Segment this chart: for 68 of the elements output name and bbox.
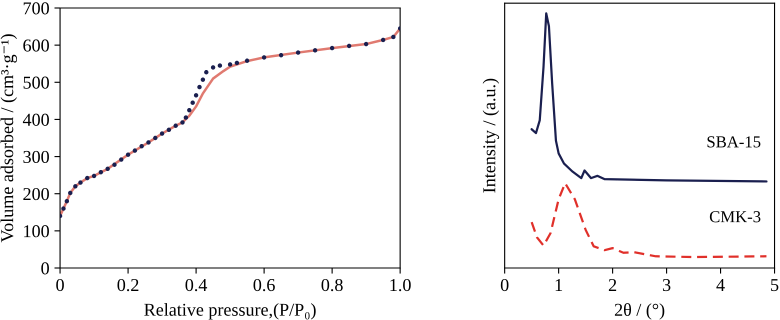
x-tick-label: 1.0 bbox=[390, 278, 411, 292]
point bbox=[173, 124, 178, 128]
point bbox=[234, 60, 240, 66]
point bbox=[68, 190, 72, 196]
point bbox=[184, 115, 188, 120]
text: SBA-15 bbox=[708, 136, 760, 148]
point bbox=[153, 136, 158, 140]
point bbox=[262, 55, 266, 60]
point bbox=[187, 108, 192, 112]
point bbox=[380, 38, 386, 42]
point bbox=[197, 84, 202, 90]
point bbox=[244, 58, 250, 63]
point bbox=[146, 140, 151, 145]
point bbox=[346, 44, 352, 48]
point bbox=[391, 34, 396, 40]
point bbox=[160, 131, 164, 136]
y-tick-label: 400 bbox=[22, 114, 49, 126]
y-axis-title: Intensity / (a.u.) bbox=[482, 78, 500, 193]
point bbox=[210, 65, 216, 70]
text: CMK-3 bbox=[710, 211, 760, 222]
x-axis-title: Relative pressure,(P/P₀) bbox=[144, 303, 316, 320]
y-axis-title: Volume adsorbed / (cm³·g⁻¹) bbox=[0, 34, 18, 242]
point bbox=[296, 50, 300, 55]
point bbox=[73, 184, 78, 188]
y-tick-label: 600 bbox=[23, 39, 49, 52]
point bbox=[119, 157, 124, 162]
point bbox=[218, 63, 222, 68]
point bbox=[85, 176, 90, 180]
x-tick-label: 0.4 bbox=[185, 278, 208, 292]
point bbox=[98, 170, 104, 174]
point bbox=[139, 144, 144, 148]
point bbox=[228, 62, 232, 67]
x-tick-label: 0.8 bbox=[322, 278, 343, 292]
point bbox=[105, 166, 110, 172]
x-tick-label: 0.6 bbox=[254, 278, 275, 292]
point bbox=[92, 174, 96, 178]
point bbox=[78, 180, 83, 185]
x-tick-label: 0 bbox=[500, 278, 508, 292]
x-tick-label: 3 bbox=[662, 278, 670, 292]
x-tick-label: 0.2 bbox=[117, 278, 138, 292]
y-tick-label: 200 bbox=[23, 188, 49, 200]
y-tick-label: 300 bbox=[23, 150, 49, 164]
point bbox=[364, 42, 368, 46]
y-tick-label: 700 bbox=[24, 2, 49, 14]
y-tick-label: 500 bbox=[24, 76, 49, 89]
point bbox=[132, 148, 138, 153]
point bbox=[194, 93, 198, 98]
x-tick-label: 0 bbox=[56, 278, 64, 292]
y-tick-label: 0 bbox=[41, 262, 49, 274]
point bbox=[312, 48, 318, 53]
point bbox=[180, 120, 185, 125]
point bbox=[278, 52, 284, 58]
x-tick-label: 2 bbox=[608, 278, 616, 291]
point bbox=[190, 100, 195, 105]
x-tick-label: 1 bbox=[556, 279, 562, 291]
point bbox=[64, 198, 70, 204]
point bbox=[204, 70, 208, 74]
x-axis-title: 2θ / (°) bbox=[614, 303, 664, 320]
point bbox=[330, 46, 334, 50]
point bbox=[61, 206, 66, 211]
point bbox=[112, 162, 117, 167]
point bbox=[166, 128, 172, 132]
point bbox=[200, 77, 206, 82]
line-series bbox=[60, 27, 400, 218]
y-tick-label: 100 bbox=[24, 225, 49, 238]
point bbox=[126, 152, 130, 157]
x-tick-label: 4 bbox=[716, 279, 725, 291]
x-tick-label: 5 bbox=[771, 279, 778, 292]
